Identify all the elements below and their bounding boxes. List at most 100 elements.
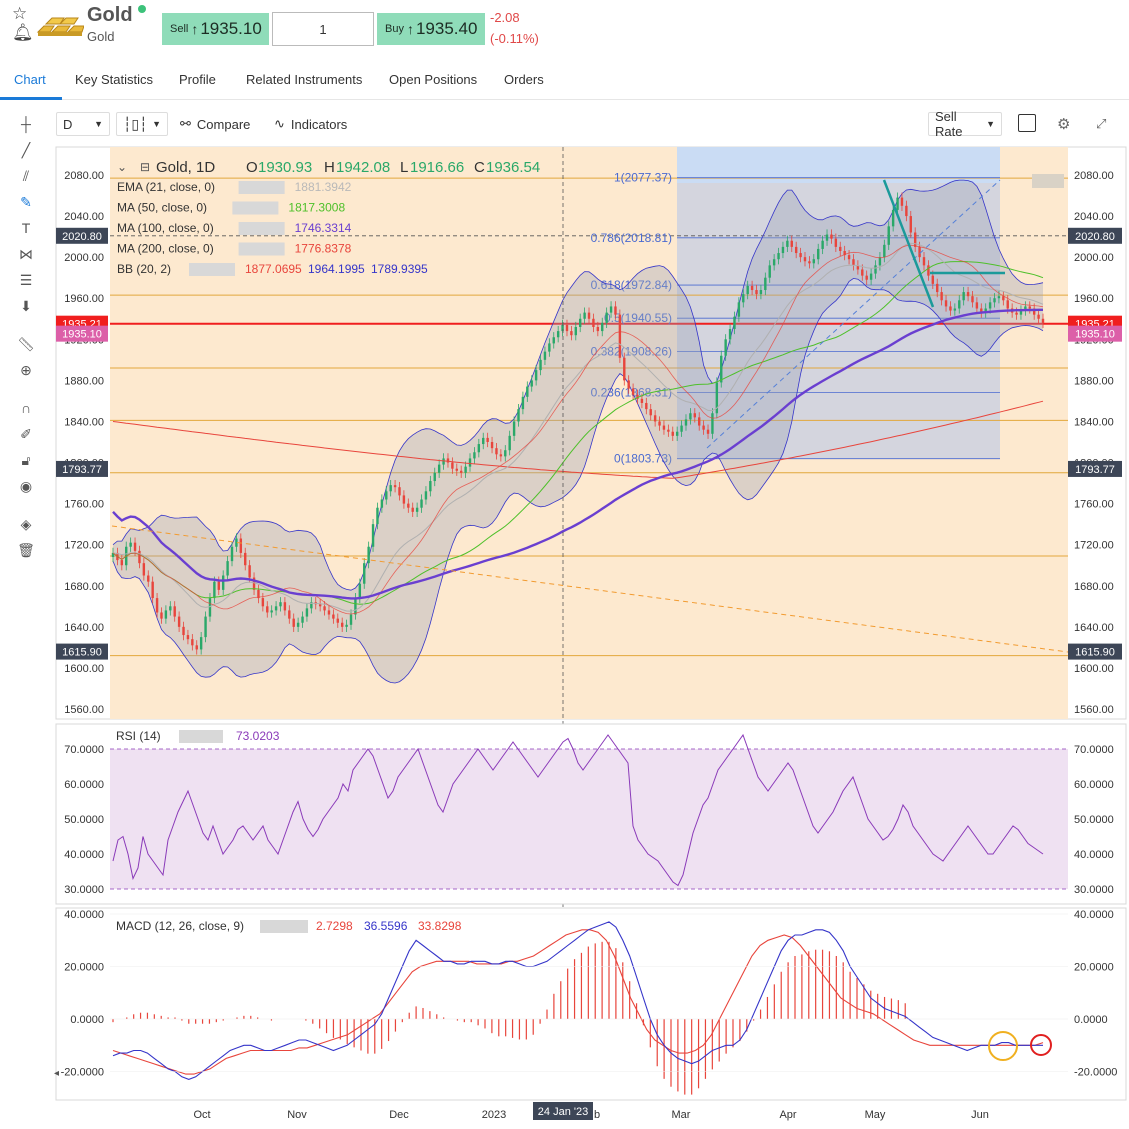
lock-icon[interactable]: 🔓︎ xyxy=(21,452,31,468)
tab-chart[interactable]: Chart xyxy=(14,72,46,87)
candle xyxy=(191,639,194,646)
quantity-input[interactable]: 1 xyxy=(272,12,374,46)
y-tick-left: 1840.00 xyxy=(64,416,104,428)
indicator-value: 1776.8378 xyxy=(295,242,352,256)
candle xyxy=(861,269,864,276)
candle xyxy=(958,300,961,309)
fib-level-label: 0.382(1908.26) xyxy=(591,344,672,358)
candle xyxy=(680,425,683,432)
fullscreen-box-icon[interactable] xyxy=(1018,114,1036,132)
arrow-down-icon[interactable]: ⬇ xyxy=(20,298,32,314)
y-tick-right: 1840.00 xyxy=(1074,416,1114,428)
settings-gear-icon[interactable]: ⚙ xyxy=(1057,116,1071,133)
expand-icon[interactable]: ⤢ xyxy=(1096,116,1107,131)
candle xyxy=(539,359,542,371)
star-icon[interactable]: ☆ xyxy=(12,4,28,23)
legend-low: 1916.66 xyxy=(410,159,464,176)
candle xyxy=(940,292,943,301)
candle xyxy=(750,285,754,291)
legend-close-label: C xyxy=(474,159,485,176)
indicator-legend-buttons[interactable] xyxy=(232,201,279,215)
candle xyxy=(852,259,855,266)
pattern-icon[interactable]: ⋈ xyxy=(19,246,33,262)
price-tag-left xyxy=(56,643,108,660)
buy-button[interactable]: Buy ↑ 1935.40 xyxy=(377,13,485,45)
tab-related-instruments[interactable]: Related Instruments xyxy=(246,72,363,87)
candle xyxy=(675,431,679,436)
candle xyxy=(385,491,388,500)
parallel-lines-icon[interactable]: ⫽ xyxy=(22,168,30,184)
indicator-legend-buttons[interactable] xyxy=(238,181,285,194)
brush-icon[interactable]: ✎ xyxy=(20,194,32,210)
candle xyxy=(169,606,172,611)
eye-icon[interactable]: ◉ xyxy=(19,478,33,494)
candle xyxy=(323,606,326,611)
compare-button[interactable]: ⚯ Compare xyxy=(180,112,250,136)
candle xyxy=(878,257,882,266)
price-tag-label: 1793.77 xyxy=(1075,464,1115,476)
macd-legend-buttons[interactable] xyxy=(260,920,308,933)
pencil-lock-icon[interactable]: ✐ xyxy=(20,426,32,442)
rsi-y-tick-left: 60.0000 xyxy=(64,779,104,791)
y-tick-left: 2000.00 xyxy=(64,252,104,264)
bell-icon[interactable]: 🔔︎ xyxy=(12,23,34,42)
scroll-left-icon[interactable]: ◂ xyxy=(54,1068,59,1079)
candle xyxy=(301,616,304,623)
candle xyxy=(596,326,600,332)
indicators-label: Indicators xyxy=(290,116,348,132)
indicator-legend-buttons[interactable] xyxy=(238,222,285,235)
candle xyxy=(737,302,741,317)
zoom-icon[interactable]: ⊕ xyxy=(20,362,32,378)
ruler-icon[interactable]: 📏︎ xyxy=(17,336,35,352)
crosshair-icon[interactable]: ┼ xyxy=(21,116,31,132)
interval-select[interactable]: D ▼ xyxy=(56,112,110,136)
macd-y-tick-left: -20.0000 xyxy=(61,1067,104,1079)
rsi-legend-buttons[interactable] xyxy=(179,730,223,743)
fib-retracement-icon[interactable]: ☰ xyxy=(19,272,33,288)
x-tick: Oct xyxy=(193,1109,210,1121)
collapse-icon[interactable]: ⌄ xyxy=(117,160,127,174)
candle xyxy=(883,244,886,258)
candle xyxy=(812,259,816,264)
trash-icon[interactable]: 🗑︎ xyxy=(17,542,35,558)
candle xyxy=(1015,312,1018,315)
price-tag-label: 1793.77 xyxy=(62,464,102,476)
chart-type-select[interactable]: ┆▯┆ ▼ xyxy=(116,112,168,136)
candle xyxy=(887,226,890,245)
tab-open-positions[interactable]: Open Positions xyxy=(389,72,478,87)
tab-bar: Chart Key Statistics Profile Related Ins… xyxy=(0,62,1129,100)
hide-icon[interactable]: ⊟ xyxy=(140,160,150,174)
tab-key-statistics[interactable]: Key Statistics xyxy=(75,72,154,87)
sell-button[interactable]: Sell ↑ 1935.10 xyxy=(162,13,269,45)
candle xyxy=(327,610,331,615)
fib-level-label: 0(1803.73) xyxy=(614,452,672,466)
candle xyxy=(742,294,745,303)
indicator-legend-buttons[interactable] xyxy=(238,242,285,256)
crosshair-date: 24 Jan '23 xyxy=(538,1106,588,1118)
candle xyxy=(980,308,983,313)
text-tool-icon[interactable]: T xyxy=(21,220,31,236)
rsi-y-tick-right: 40.0000 xyxy=(1074,849,1114,861)
y-tick-right: 1960.00 xyxy=(1074,293,1114,305)
indicator-name: BB (20, 2) xyxy=(117,262,171,276)
candle xyxy=(962,292,965,301)
legend-high: 1942.08 xyxy=(336,159,390,176)
tab-orders[interactable]: Orders xyxy=(504,72,544,87)
object-toolbar[interactable] xyxy=(1032,174,1064,188)
indicator-legend-buttons[interactable] xyxy=(189,263,235,276)
trend-line-icon[interactable]: ╱ xyxy=(21,142,31,158)
rate-select[interactable]: Sell Rate ▼ xyxy=(928,109,1002,139)
y-tick-right: 2080.00 xyxy=(1074,170,1114,182)
candle xyxy=(623,357,626,381)
candle xyxy=(728,329,732,340)
candle xyxy=(398,487,401,496)
layers-icon[interactable]: ◈ xyxy=(20,516,32,532)
tab-profile[interactable]: Profile xyxy=(179,72,216,87)
indicators-button[interactable]: ∿ Indicators xyxy=(274,112,347,136)
candle xyxy=(839,246,842,251)
y-tick-right: 1560.00 xyxy=(1074,704,1114,716)
magnet-icon[interactable]: ∩ xyxy=(20,400,32,416)
dashed-trendline xyxy=(111,525,1069,653)
